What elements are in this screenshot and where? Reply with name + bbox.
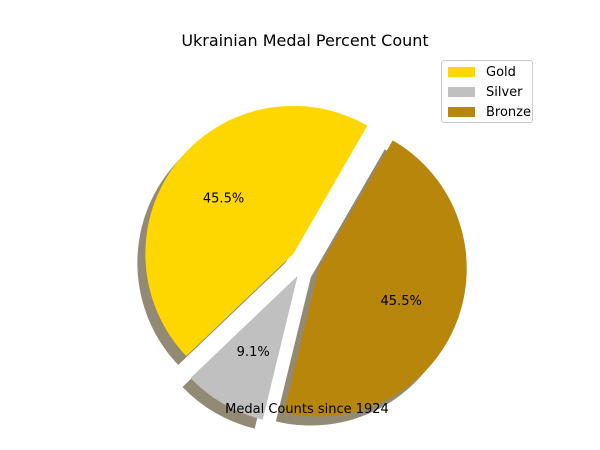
legend-label-gold: Gold [486, 64, 516, 80]
legend-item-bronze: Bronze [442, 102, 531, 122]
legend: Gold Silver Bronze [441, 60, 533, 123]
legend-swatch-gold [448, 67, 475, 77]
x-axis-label: Medal Counts since 1924 [225, 402, 389, 417]
pie-slices [145, 105, 467, 420]
pie-slice-silver [190, 275, 298, 420]
percent-labels: 45.5% 9.1% 45.5% [203, 191, 422, 360]
percent-label-bronze: 45.5% [381, 294, 422, 309]
percent-label-silver: 9.1% [237, 345, 270, 360]
legend-swatch-silver [448, 87, 475, 97]
legend-swatch-bronze [448, 107, 475, 117]
legend-item-silver: Silver [442, 82, 523, 102]
pie-slice-gold [145, 105, 368, 356]
chart-title: Ukrainian Medal Percent Count [181, 31, 429, 50]
percent-label-gold: 45.5% [203, 191, 244, 206]
pie-slice-bronze [283, 140, 467, 417]
legend-item-gold: Gold [442, 62, 516, 82]
legend-label-silver: Silver [486, 84, 523, 100]
legend-label-bronze: Bronze [486, 104, 531, 120]
